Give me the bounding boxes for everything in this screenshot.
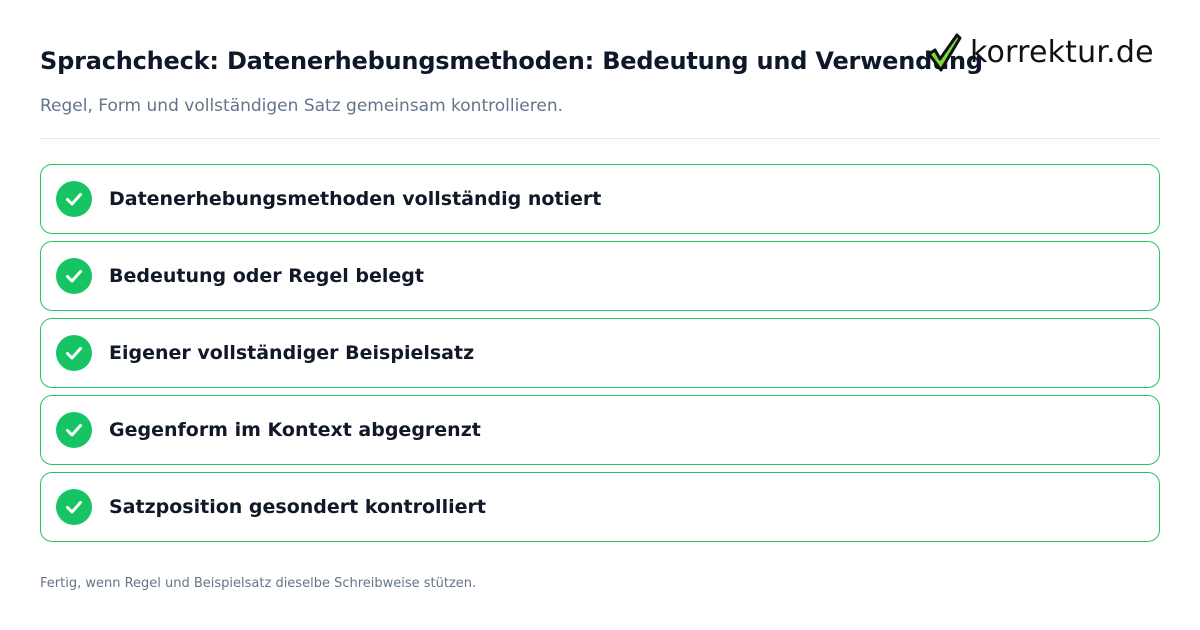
check-circle-icon <box>56 258 92 294</box>
page-title: Sprachcheck: Datenerhebungsmethoden: Bed… <box>40 47 983 75</box>
footer-note: Fertig, wenn Regel und Beispielsatz dies… <box>40 576 477 591</box>
logo: korrektur.de <box>926 30 1154 74</box>
checklist-item[interactable]: Datenerhebungsmethoden vollständig notie… <box>40 164 1160 234</box>
checklist-item-label: Satzposition gesondert kontrolliert <box>109 496 486 518</box>
checklist-item[interactable]: Bedeutung oder Regel belegt <box>40 241 1160 311</box>
check-circle-icon <box>56 489 92 525</box>
check-circle-icon <box>56 335 92 371</box>
checklist-item-label: Eigener vollständiger Beispielsatz <box>109 342 475 364</box>
check-circle-icon <box>56 412 92 448</box>
checklist-item[interactable]: Satzposition gesondert kontrolliert <box>40 472 1160 542</box>
logo-text: korrektur.de <box>970 34 1154 70</box>
checklist-item-label: Gegenform im Kontext abgegrenzt <box>109 419 481 441</box>
page-subtitle: Regel, Form und vollständigen Satz gemei… <box>40 96 564 116</box>
checklist-item[interactable]: Gegenform im Kontext abgegrenzt <box>40 395 1160 465</box>
checklist-item-label: Datenerhebungsmethoden vollständig notie… <box>109 188 602 210</box>
header-divider <box>40 138 1160 139</box>
checklist: Datenerhebungsmethoden vollständig notie… <box>40 164 1160 549</box>
checklist-item-label: Bedeutung oder Regel belegt <box>109 265 424 287</box>
checkmark-icon <box>926 32 962 72</box>
check-circle-icon <box>56 181 92 217</box>
checklist-item[interactable]: Eigener vollständiger Beispielsatz <box>40 318 1160 388</box>
